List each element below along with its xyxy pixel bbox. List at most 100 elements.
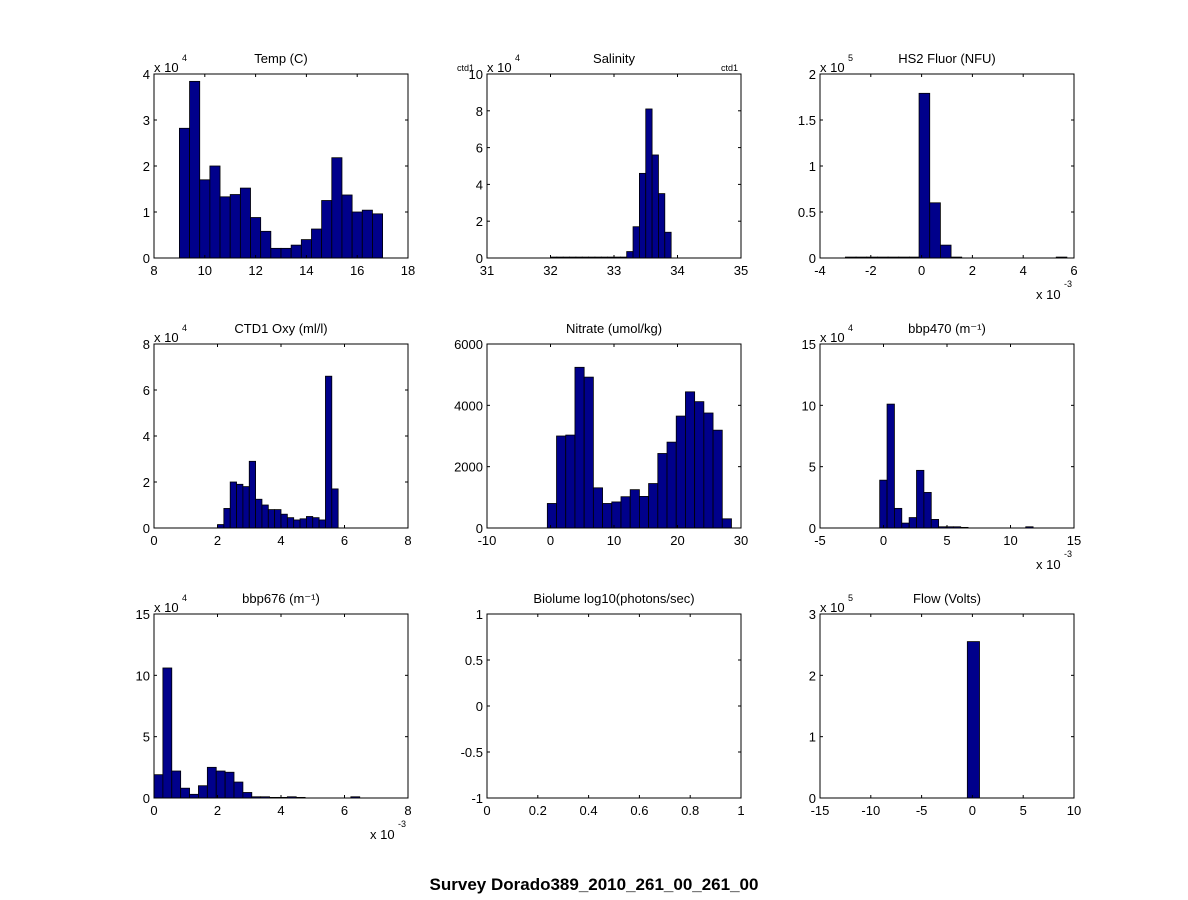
x-tick-label: 10 xyxy=(607,533,621,548)
histogram-bar xyxy=(629,489,640,529)
histogram-bar xyxy=(206,766,217,799)
histogram-bar xyxy=(189,793,199,799)
y-tick-label: 6 xyxy=(143,383,150,398)
x-exponent-label: x 10 xyxy=(1036,287,1061,302)
x-tick-label: 2 xyxy=(969,263,976,278)
histogram-bar xyxy=(180,787,190,799)
histogram-bar xyxy=(565,434,576,529)
y-exponent-power: 4 xyxy=(848,323,853,333)
y-tick-label: 8 xyxy=(476,104,483,119)
histogram-bar xyxy=(260,230,272,259)
x-tick-label: 0.6 xyxy=(630,803,648,818)
axes-box xyxy=(819,73,1075,259)
histogram-bar xyxy=(632,226,640,259)
x-tick-label: 5 xyxy=(943,533,950,548)
y-tick-label: 2 xyxy=(143,475,150,490)
y-tick-label: 3 xyxy=(809,607,816,622)
y-tick-label: 6000 xyxy=(454,337,483,352)
histogram-bar xyxy=(215,770,226,799)
x-tick-label: 30 xyxy=(734,533,748,548)
subplot-title: Biolume log10(photons/sec) xyxy=(533,591,694,606)
histogram-bar xyxy=(651,154,659,259)
histogram-bar xyxy=(583,376,594,529)
y-tick-label: 10 xyxy=(469,67,483,82)
x-tick-label: -5 xyxy=(916,803,928,818)
x-tick-label: 8 xyxy=(404,803,411,818)
histogram-bar xyxy=(966,641,980,799)
y-tick-label: 0.5 xyxy=(465,653,483,668)
histogram-bar xyxy=(648,483,659,529)
x-tick-label: 4 xyxy=(277,803,284,818)
y-tick-label: 2 xyxy=(809,67,816,82)
y-tick-label: 0 xyxy=(476,521,483,536)
histogram-bar xyxy=(229,481,237,529)
histogram-bar xyxy=(331,157,343,259)
y-exponent-label: x 10 xyxy=(154,600,179,615)
y-tick-label: 2 xyxy=(809,668,816,683)
histogram-bar xyxy=(255,498,263,529)
corner-label-right: ctd1 xyxy=(721,63,738,73)
x-tick-label: 0 xyxy=(150,533,157,548)
histogram-bar xyxy=(901,522,910,529)
x-tick-label: 0 xyxy=(547,533,554,548)
y-exponent-power: 5 xyxy=(848,593,853,603)
x-tick-label: 4 xyxy=(1020,263,1027,278)
axes-box xyxy=(486,73,742,259)
histogram-bar xyxy=(217,524,225,529)
axes-box xyxy=(153,343,409,529)
histogram-bar xyxy=(372,213,384,259)
y-tick-label: 0 xyxy=(476,699,483,714)
histogram-bar xyxy=(290,244,302,259)
y-tick-label: 1.5 xyxy=(798,113,816,128)
subplot-title: CTD1 Oxy (ml/l) xyxy=(234,321,327,336)
x-tick-label: 0 xyxy=(483,803,490,818)
y-exponent-power: 4 xyxy=(515,53,520,63)
histogram-bar xyxy=(639,496,650,529)
y-exponent-power: 4 xyxy=(182,323,187,333)
y-tick-label: 15 xyxy=(802,337,816,352)
histogram-bar xyxy=(556,435,567,529)
histogram-bar xyxy=(171,770,182,799)
histogram-bar xyxy=(574,366,585,529)
x-tick-label: 12 xyxy=(248,263,262,278)
histogram-bar xyxy=(658,193,666,259)
histogram-bar xyxy=(223,508,231,529)
histogram-bar xyxy=(318,519,326,529)
x-tick-label: 10 xyxy=(1003,533,1017,548)
subplot-8: 0 0.2 0.4 0.6 0.8 1 -1 -0.5 0 0.5 1 Biolume log10(p… xyxy=(461,591,745,818)
histogram-bar xyxy=(721,518,732,529)
y-tick-label: 6 xyxy=(476,141,483,156)
y-tick-label: 0 xyxy=(809,791,816,806)
histogram-bar xyxy=(248,460,256,529)
subplot-title: bbp470 (m⁻¹) xyxy=(908,321,986,336)
histogram-bar xyxy=(664,231,672,259)
x-tick-label: 31 xyxy=(480,263,494,278)
histogram-bar xyxy=(242,792,253,799)
x-tick-label: 16 xyxy=(350,263,364,278)
histogram-bar xyxy=(916,469,925,529)
y-tick-label: 0 xyxy=(143,791,150,806)
corner-label-left: ctd1 xyxy=(457,63,474,73)
histogram-bar xyxy=(666,441,677,529)
histogram-bar xyxy=(153,774,164,799)
x-tick-label: 0.4 xyxy=(580,803,598,818)
subplot-title: bbp676 (m⁻¹) xyxy=(242,591,320,606)
histogram-bar xyxy=(675,415,686,529)
y-tick-label: 1 xyxy=(143,205,150,220)
x-tick-label: -4 xyxy=(814,263,826,278)
axes-box xyxy=(153,613,409,799)
histogram-bar xyxy=(233,781,244,799)
x-tick-label: -2 xyxy=(865,263,877,278)
histogram-bar xyxy=(239,187,251,259)
x-exponent-label: x 10 xyxy=(370,827,395,842)
histogram-bar xyxy=(546,503,557,529)
histogram-bar xyxy=(939,244,952,259)
x-tick-label: 32 xyxy=(543,263,557,278)
histogram-bar xyxy=(611,501,622,529)
x-tick-label: 20 xyxy=(670,533,684,548)
histogram-bar xyxy=(908,517,917,529)
histogram-bar xyxy=(267,509,276,529)
